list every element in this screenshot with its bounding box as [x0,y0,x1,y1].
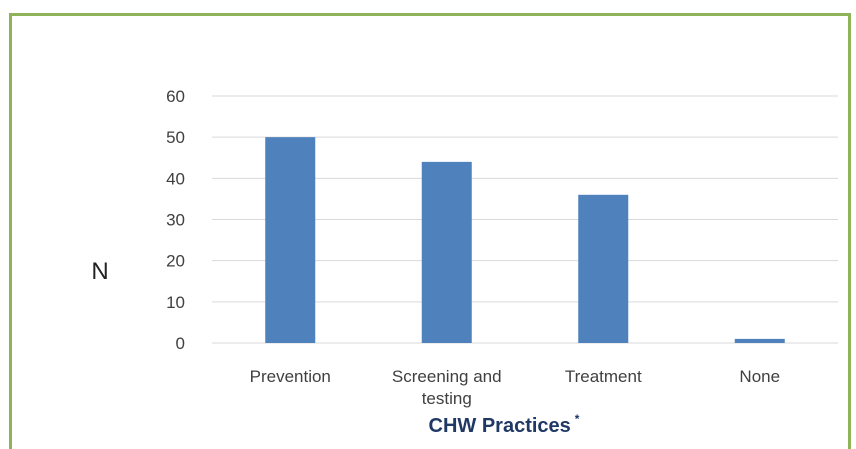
y-tick-label: 30 [166,211,185,230]
y-tick-label: 10 [166,293,185,312]
x-tick-label-line: None [739,367,780,386]
y-tick-label: 40 [166,169,185,188]
x-tick-label: None [739,367,780,386]
x-tick-label: Screening and testing [392,367,502,408]
bar [734,338,785,343]
bar [578,194,629,343]
y-tick-label: 20 [166,252,185,271]
x-tick-label-line: testing [422,389,472,408]
x-tick-label: Treatment [565,367,642,386]
gridlines [212,95,838,344]
y-axis-label: N [91,258,108,285]
x-tick-label-line: Treatment [565,367,642,386]
x-tick-label: Prevention [250,367,331,386]
bar [265,137,316,343]
x-axis-label-superscript: * [575,412,580,426]
bar [421,161,472,343]
x-tick-label-line: Screening and [392,367,502,386]
y-tick-label: 50 [166,128,185,147]
x-axis-label: CHW Practices [429,415,571,437]
y-tick-label: 0 [176,334,185,353]
x-axis-title: CHW Practices * [429,412,580,437]
y-axis-ticks: 0 10 20 30 40 50 60 [166,87,185,353]
y-tick-label: 60 [166,87,185,106]
x-tick-label-line: Prevention [250,367,331,386]
x-axis-ticks: Prevention Screening and testing Treatment N… [250,367,780,408]
bars [265,137,785,343]
